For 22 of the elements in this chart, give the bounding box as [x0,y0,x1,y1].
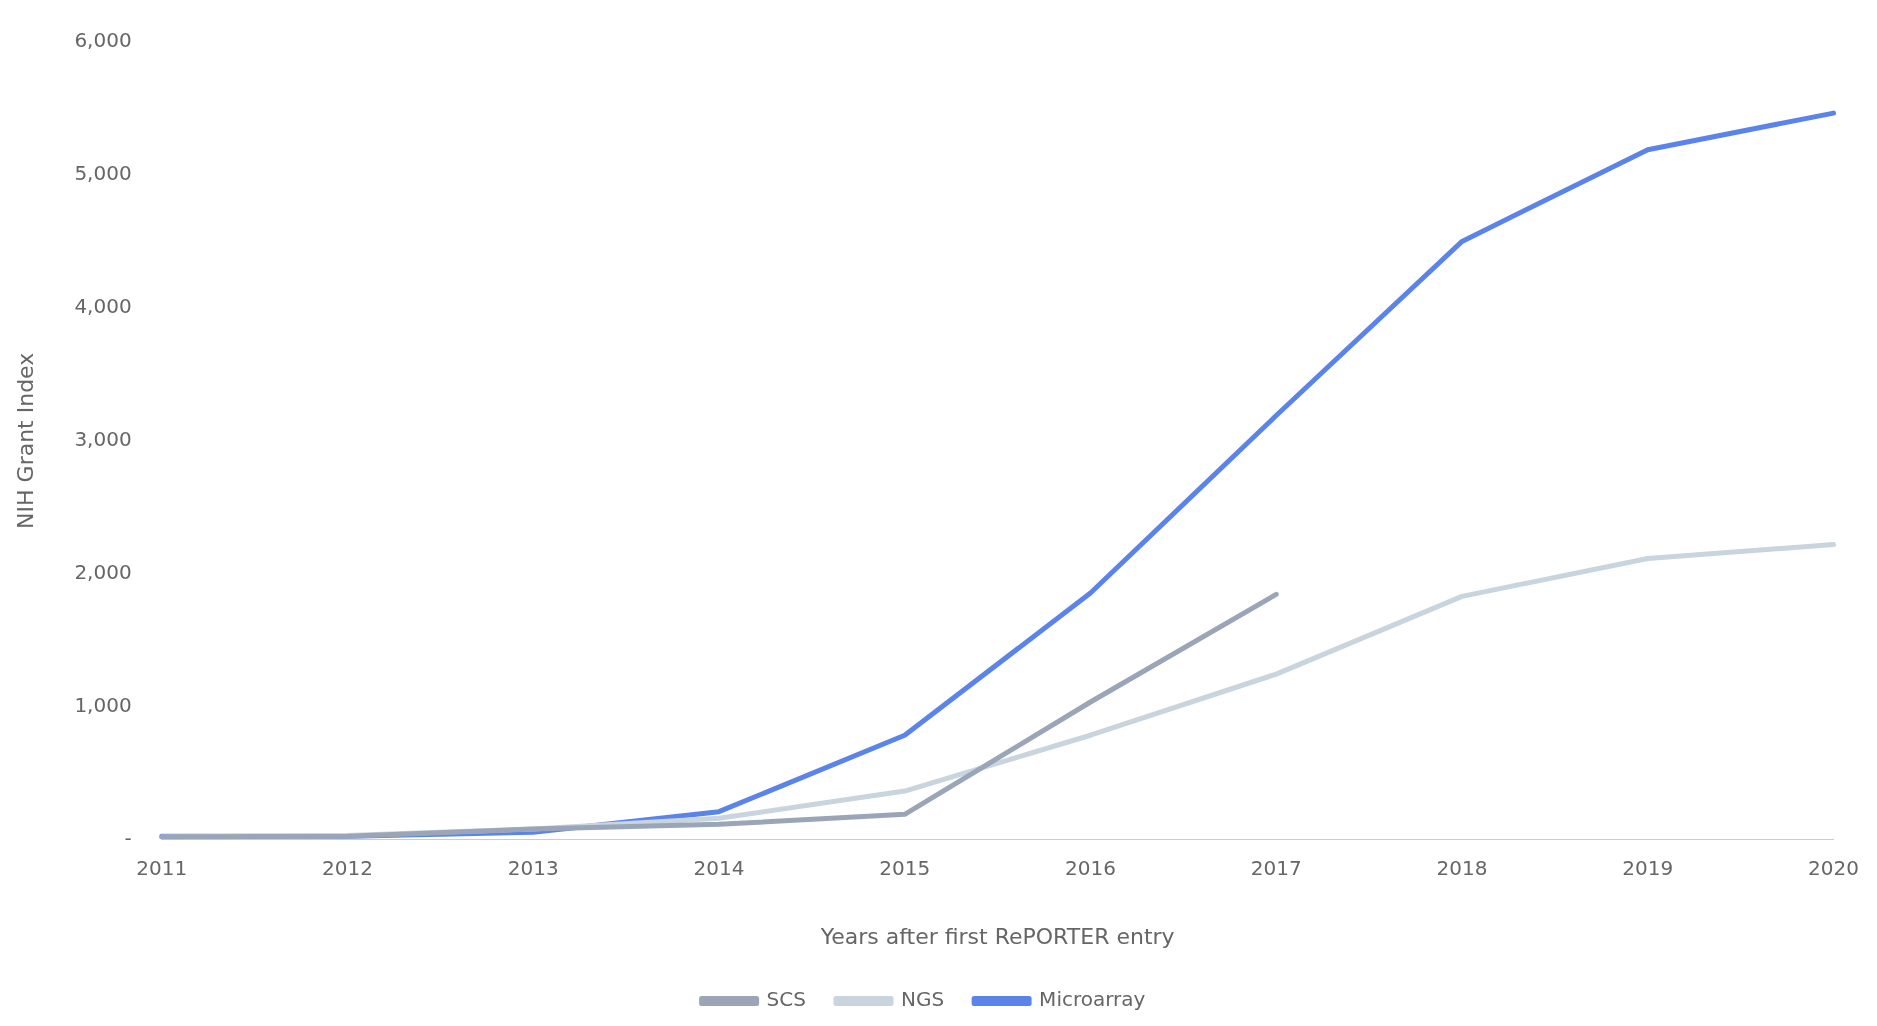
x-tick-label: 2016 [1065,855,1116,880]
legend-label: Microarray [1039,987,1146,1012]
y-axis-title: NIH Grant Index [12,352,38,529]
y-tick-label: 4,000 [74,294,132,319]
legend-label: SCS [766,987,806,1012]
x-tick-label: 2017 [1250,855,1302,880]
x-tick-label: 2018 [1436,855,1488,880]
x-tick-label: 2019 [1622,855,1674,880]
x-tick-label: 2014 [693,855,745,880]
y-tick-label: - [124,825,132,850]
y-tick-label: 5,000 [74,161,132,186]
y-tick-label: 3,000 [74,427,132,451]
x-tick-label: 2012 [321,855,373,880]
y-tick-label: 1,000 [74,692,132,717]
x-tick-label: 2020 [1808,855,1859,880]
x-axis-title: Years after first RePORTER entry [819,923,1175,949]
legend-label: NGS [900,987,945,1012]
y-tick-label: 6,000 [74,28,132,53]
x-tick-label: 2015 [879,855,931,880]
y-tick-label: 2,000 [74,559,132,584]
x-tick-label: 2013 [507,855,559,880]
x-tick-label: 2011 [136,855,188,880]
